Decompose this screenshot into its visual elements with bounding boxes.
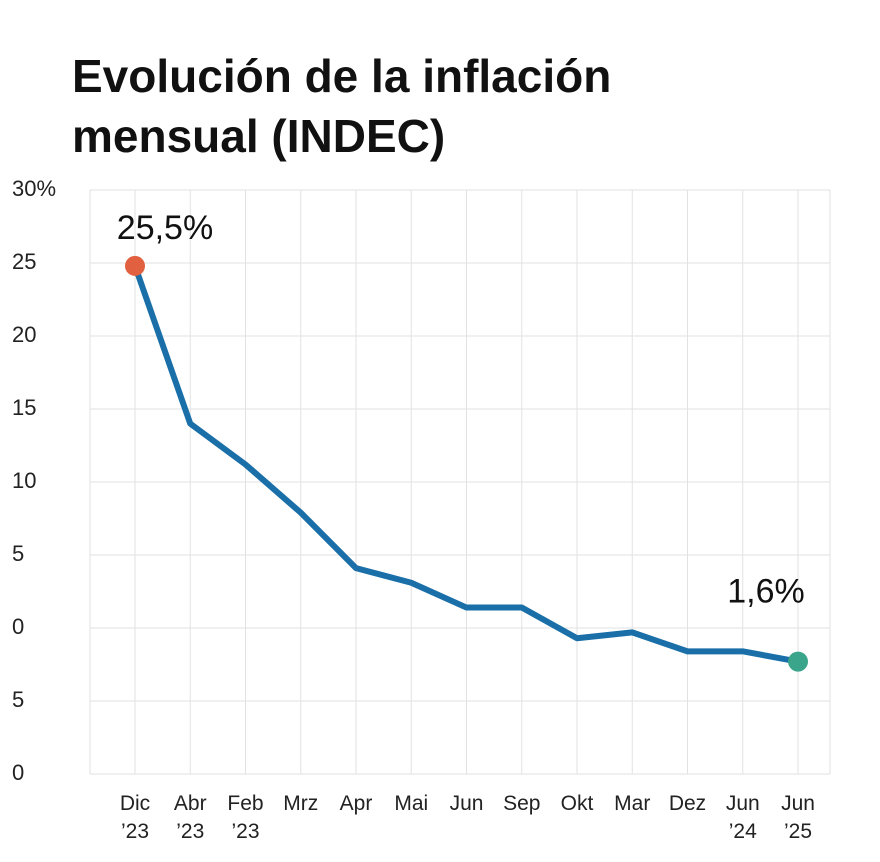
- x-tick-label: Feb ’23: [227, 792, 264, 843]
- x-tick-label: Sep: [503, 792, 541, 815]
- y-tick-label: 15: [12, 395, 36, 420]
- x-tick-label: Dic ’23: [119, 792, 151, 843]
- y-tick-label: 30%: [12, 176, 56, 201]
- annotation: 1,6%: [727, 573, 805, 611]
- x-tick-label: Abr ’23: [173, 792, 207, 843]
- y-tick-label: 5: [12, 541, 24, 566]
- x-tick-label: Mrz: [283, 792, 319, 815]
- end-marker: [788, 651, 808, 672]
- y-tick-label: 0: [12, 614, 24, 639]
- y-tick-label: 20: [12, 322, 36, 347]
- annotation: 25,5%: [117, 209, 213, 247]
- x-tick-label: Apr: [339, 792, 373, 815]
- chart-title: Evolución de la inflación mensual (INDEC…: [72, 50, 612, 162]
- x-tick-label: Dez: [668, 792, 707, 815]
- x-tick-label: Mai: [394, 792, 429, 815]
- series-line: [132, 262, 801, 665]
- y-tick-label: 5: [12, 687, 24, 712]
- start-marker: [125, 255, 145, 276]
- x-tick-label: Jun ’25: [781, 792, 815, 843]
- x-tick-label: Mar: [614, 792, 651, 815]
- x-tick-label: Okt: [560, 792, 594, 815]
- y-tick-label: 0: [12, 760, 24, 785]
- y-tick-label: 25: [12, 249, 36, 274]
- y-tick-label: 10: [12, 468, 36, 493]
- x-tick-label: Jun: [449, 792, 484, 815]
- x-tick-label: Jun ’24: [725, 792, 760, 843]
